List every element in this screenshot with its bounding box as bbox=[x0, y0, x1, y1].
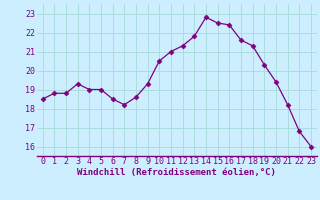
X-axis label: Windchill (Refroidissement éolien,°C): Windchill (Refroidissement éolien,°C) bbox=[77, 168, 276, 177]
